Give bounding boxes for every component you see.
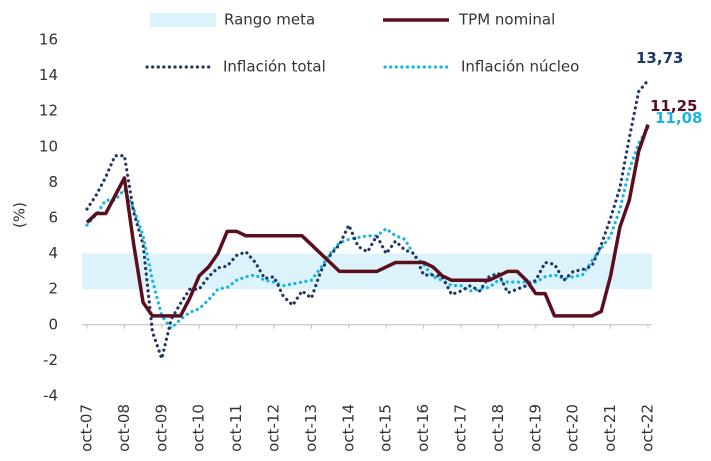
x-tick-label: oct-18 bbox=[489, 404, 507, 452]
legend-label: Inflación núcleo bbox=[461, 58, 579, 76]
x-tick-label: oct-15 bbox=[377, 404, 395, 452]
x-tick-label: oct-12 bbox=[265, 404, 283, 452]
x-tick-label: oct-17 bbox=[452, 404, 470, 452]
x-tick-label: oct-20 bbox=[564, 404, 582, 452]
legend-label: Inflación total bbox=[223, 58, 326, 76]
series-line bbox=[85, 123, 650, 318]
series-line bbox=[85, 125, 650, 331]
end-label: 11,08 bbox=[655, 109, 702, 127]
x-tick-label: oct-07 bbox=[78, 404, 96, 452]
x-tick-label: oct-09 bbox=[152, 404, 170, 452]
x-tick-label: oct-11 bbox=[227, 404, 245, 452]
y-tick-label: 6 bbox=[48, 209, 58, 227]
x-tick-label: oct-14 bbox=[339, 404, 357, 452]
y-tick-label: 16 bbox=[39, 31, 58, 49]
x-tick-label: oct-22 bbox=[639, 404, 657, 452]
y-tick-label: 2 bbox=[48, 280, 58, 298]
x-tick-label: oct-16 bbox=[414, 404, 432, 452]
y-tick-label: 12 bbox=[39, 102, 58, 120]
y-axis-label: (%) bbox=[11, 202, 29, 228]
x-tick-label: oct-21 bbox=[601, 404, 619, 452]
x-tick-label: oct-19 bbox=[526, 404, 544, 452]
x-tick-label: oct-13 bbox=[302, 404, 320, 452]
end-label: 11,25 bbox=[650, 97, 697, 115]
legend-label: Rango meta bbox=[224, 11, 315, 29]
series-line bbox=[85, 78, 650, 365]
y-tick-label: -4 bbox=[43, 387, 58, 405]
legend-label: TPM nominal bbox=[458, 11, 555, 29]
y-tick-label: 10 bbox=[39, 137, 58, 155]
legend-swatch bbox=[150, 13, 216, 27]
y-tick-label: 4 bbox=[48, 244, 58, 262]
y-tick-label: 14 bbox=[39, 66, 58, 84]
y-tick-label: 8 bbox=[48, 173, 58, 191]
y-tick-label: -2 bbox=[43, 351, 58, 369]
x-tick-label: oct-10 bbox=[190, 404, 208, 452]
y-tick-label: 0 bbox=[48, 315, 58, 333]
end-label: 13,73 bbox=[636, 49, 683, 67]
x-tick-label: oct-08 bbox=[115, 404, 133, 452]
